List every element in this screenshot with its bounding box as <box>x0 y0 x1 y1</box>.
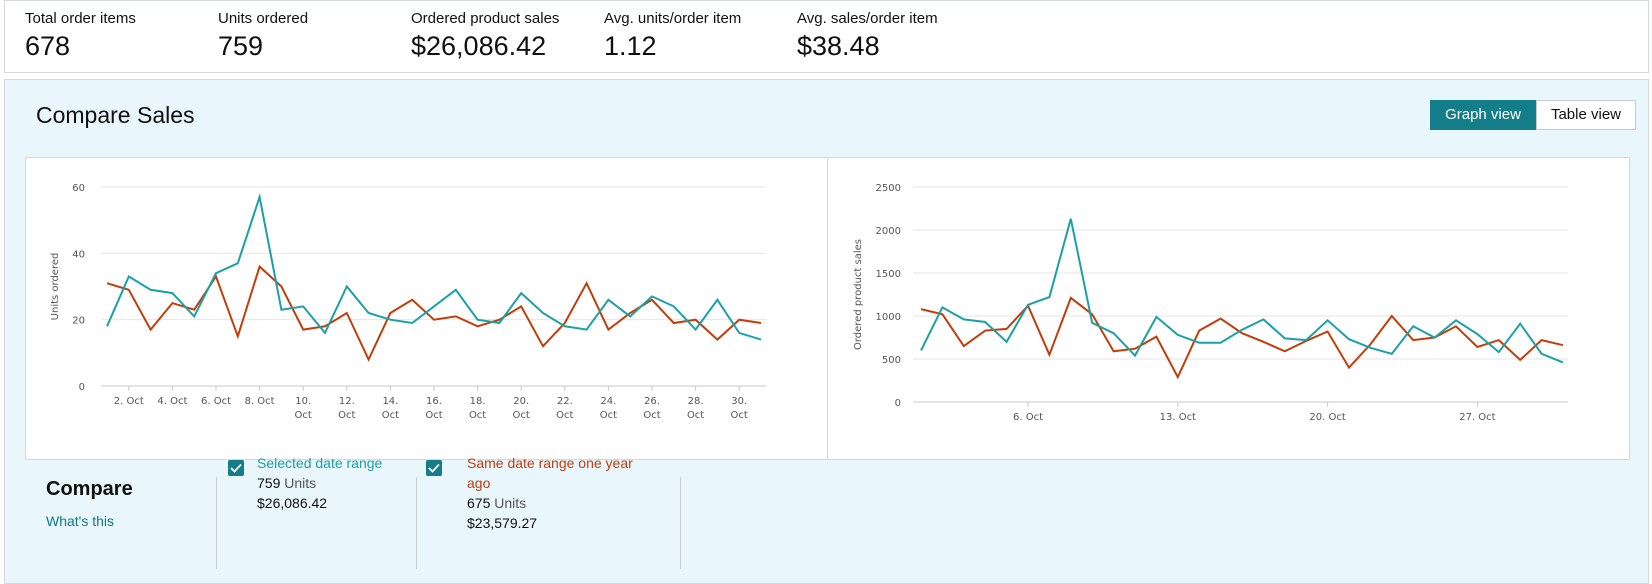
x-tick-label: Oct <box>513 410 530 421</box>
series-line <box>920 218 1564 364</box>
legend-label: Selected date range <box>257 455 383 471</box>
x-tick-label: Oct <box>425 410 442 421</box>
x-tick-label: Oct <box>687 410 704 421</box>
y-tick-label: 1500 <box>876 269 901 280</box>
x-tick-label: Oct <box>600 410 617 421</box>
x-tick-label: 24. <box>600 396 616 407</box>
y-axis-label: Ordered product sales <box>853 239 864 350</box>
x-tick-label: 10. <box>295 396 311 407</box>
x-tick-label: Oct <box>643 410 660 421</box>
metric-label: Units ordered <box>218 10 309 27</box>
series-line <box>106 193 762 341</box>
divider <box>216 477 217 569</box>
x-tick-label: 28. <box>688 396 704 407</box>
x-tick-label: Oct <box>295 410 312 421</box>
x-tick-label: 16. <box>426 396 442 407</box>
panel-title: Compare Sales <box>36 102 195 128</box>
metric-value: $26,086.42 <box>411 31 547 61</box>
y-tick-label: 60 <box>72 183 85 194</box>
x-tick-label: Oct <box>731 410 748 421</box>
units-value: 759 <box>257 475 281 491</box>
x-tick-label: Oct <box>556 410 573 421</box>
x-tick-label: Oct <box>382 410 399 421</box>
x-tick-label: 18. <box>470 396 486 407</box>
x-tick-label: 2. Oct <box>114 396 144 407</box>
whats-this-link[interactable]: What's this <box>46 513 115 529</box>
units-chart: 0 20 40 60 2. Oct 4. Oct 6. Oct 8. Oct 10. Oct 12.… <box>26 158 828 459</box>
x-tick-label: 6. Oct <box>1013 412 1043 423</box>
sales-chart: 0 500 1000 1500 2000 2500 6. Oct 13. Oct 20. Oct… <box>828 158 1629 459</box>
x-tick-label: 12. <box>339 396 355 407</box>
units-value: 675 <box>467 495 491 511</box>
x-tick-label: 6. Oct <box>201 396 231 407</box>
y-tick-label: 2500 <box>876 183 901 194</box>
legend-units: 675 Units <box>467 493 647 513</box>
metric-label: Total order items <box>25 10 136 27</box>
series-line <box>920 296 1564 380</box>
divider <box>416 477 417 569</box>
x-tick-label: 14. <box>382 396 398 407</box>
last-year-legend: Same date range one year ago 675 Units $… <box>467 453 647 533</box>
metric-label: Avg. sales/order item <box>797 10 938 27</box>
x-tick-label: 20. <box>513 396 529 407</box>
view-toggle: Graph view Table view <box>1430 100 1636 130</box>
table-view-button[interactable]: Table view <box>1535 100 1636 130</box>
legend-sales: $23,579.27 <box>467 515 538 531</box>
checkmark-icon <box>230 463 242 473</box>
x-tick-label: 8. Oct <box>245 396 275 407</box>
y-tick-label: 1000 <box>876 312 901 323</box>
x-tick-label: 27. Oct <box>1459 412 1495 423</box>
metric-label: Ordered product sales <box>411 10 560 27</box>
metric-ordered-product-sales: Ordered product sales $26,086.42 <box>411 10 559 62</box>
legend-units: 759 Units <box>257 473 382 493</box>
legend-sales: $26,086.42 <box>257 495 328 511</box>
y-tick-label: 0 <box>895 398 901 409</box>
units-word: Units <box>494 495 527 511</box>
last-year-checkbox[interactable] <box>426 460 442 476</box>
metric-label: Avg. units/order item <box>604 10 742 27</box>
charts-area: 0 20 40 60 2. Oct 4. Oct 6. Oct 8. Oct 10. Oct 12.… <box>25 157 1630 460</box>
y-tick-label: 20 <box>72 316 85 327</box>
metric-value: $38.48 <box>797 31 880 61</box>
y-tick-label: 2000 <box>876 226 901 237</box>
x-tick-label: 30. <box>731 396 747 407</box>
x-tick-label: 13. Oct <box>1160 412 1196 423</box>
x-tick-label: 22. <box>557 396 573 407</box>
y-tick-label: 40 <box>72 249 85 260</box>
metric-value: 759 <box>218 31 264 61</box>
divider <box>680 477 681 569</box>
metric-value: 1.12 <box>604 31 657 61</box>
metric-total-order-items: Total order items 678 <box>25 10 136 62</box>
selected-range-checkbox[interactable] <box>228 460 244 476</box>
metrics-bar: Total order items 678 Units ordered 759 … <box>4 0 1649 73</box>
metric-units-ordered: Units ordered 759 <box>218 10 308 62</box>
x-tick-label: Oct <box>469 410 486 421</box>
x-tick-label: Oct <box>338 410 355 421</box>
x-tick-label: 20. Oct <box>1309 412 1345 423</box>
x-tick-label: 26. <box>644 396 660 407</box>
series-line <box>106 264 762 362</box>
selected-range-legend: Selected date range 759 Units $26,086.42 <box>257 453 382 513</box>
units-word: Units <box>284 475 317 491</box>
compare-sales-panel: Compare Sales Graph view Table view 0 20 4… <box>4 79 1649 584</box>
x-tick-label: 4. Oct <box>157 396 187 407</box>
compare-title: Compare <box>46 478 133 500</box>
units-chart-svg: 0 20 40 60 2. Oct 4. Oct 6. Oct 8. Oct 10. Oct 12.… <box>50 183 766 421</box>
y-axis-label: Units ordered <box>50 253 61 321</box>
legend-label: Same date range one year ago <box>467 455 633 491</box>
metric-avg-sales: Avg. sales/order item $38.48 <box>797 10 938 62</box>
y-tick-label: 0 <box>79 382 85 393</box>
metric-avg-units: Avg. units/order item 1.12 <box>604 10 741 62</box>
graph-view-button[interactable]: Graph view <box>1430 100 1536 130</box>
metric-value: 678 <box>25 31 71 61</box>
y-tick-label: 500 <box>882 355 901 366</box>
sales-chart-svg: 0 500 1000 1500 2000 2500 6. Oct 13. Oct 20. Oct… <box>853 183 1568 423</box>
checkmark-icon <box>428 463 440 473</box>
